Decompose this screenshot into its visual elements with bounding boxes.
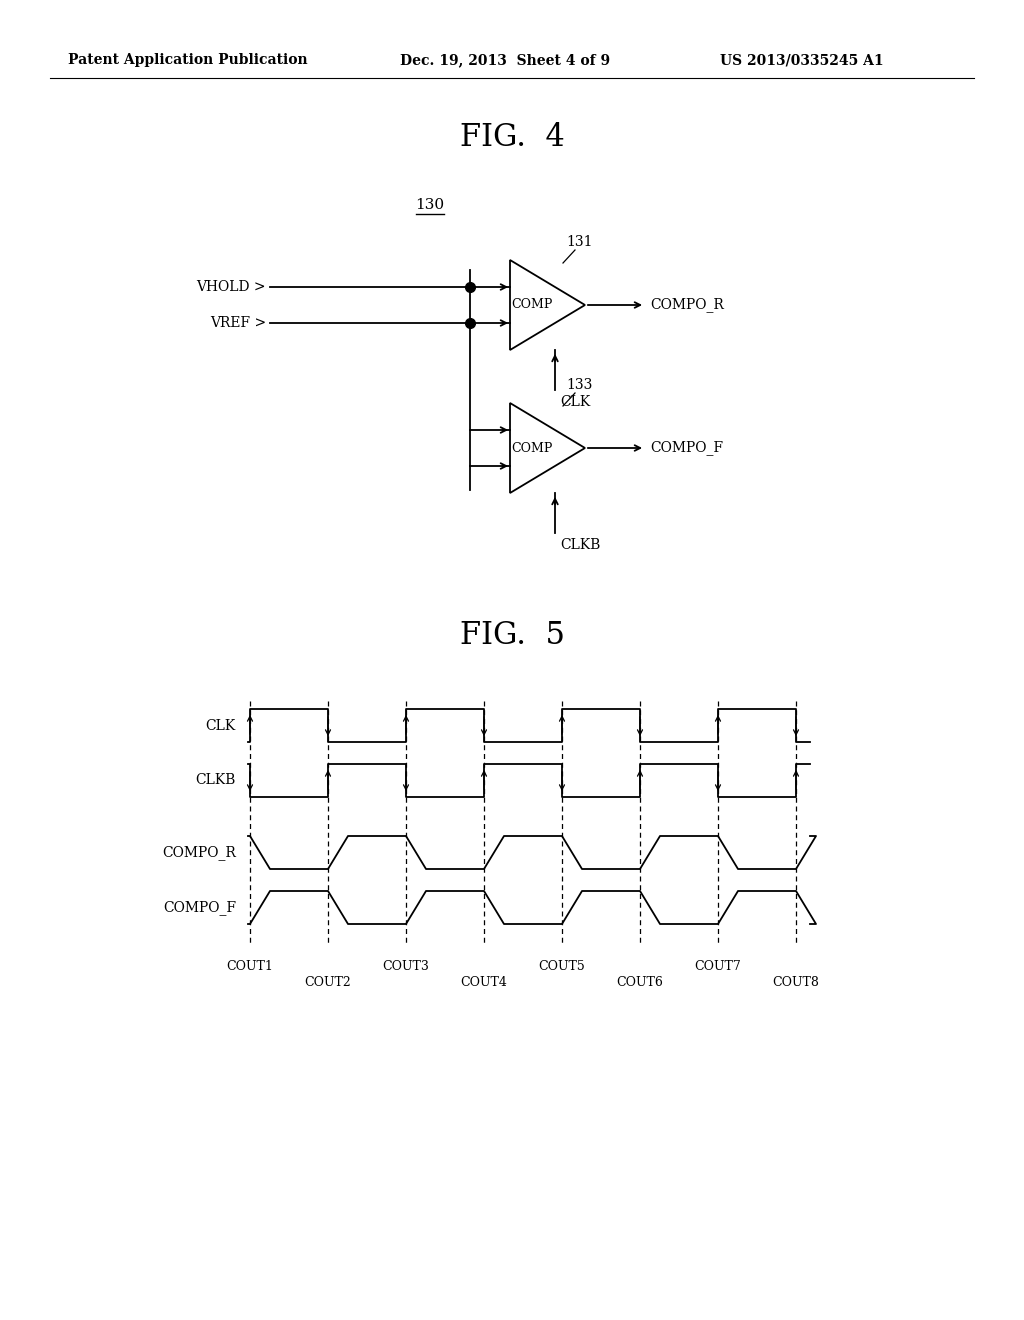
Text: COUT6: COUT6 xyxy=(616,975,664,989)
Text: 131: 131 xyxy=(566,235,593,249)
Text: 130: 130 xyxy=(416,198,444,213)
Text: COUT1: COUT1 xyxy=(226,960,273,973)
Text: COMPO_F: COMPO_F xyxy=(163,900,236,915)
Text: US 2013/0335245 A1: US 2013/0335245 A1 xyxy=(720,53,884,67)
Text: Dec. 19, 2013  Sheet 4 of 9: Dec. 19, 2013 Sheet 4 of 9 xyxy=(400,53,610,67)
Text: VHOLD >: VHOLD > xyxy=(197,280,266,294)
Text: COMP: COMP xyxy=(511,441,553,454)
Text: COUT8: COUT8 xyxy=(772,975,819,989)
Text: COMP: COMP xyxy=(511,298,553,312)
Text: COUT3: COUT3 xyxy=(383,960,429,973)
Text: 133: 133 xyxy=(567,378,593,392)
Text: COMPO_R: COMPO_R xyxy=(650,297,724,313)
Text: CLK: CLK xyxy=(560,395,590,409)
Text: VREF >: VREF > xyxy=(210,315,266,330)
Text: FIG.  5: FIG. 5 xyxy=(460,619,564,651)
Text: COUT5: COUT5 xyxy=(539,960,586,973)
Text: FIG.  4: FIG. 4 xyxy=(460,123,564,153)
Text: CLK: CLK xyxy=(206,718,236,733)
Text: COMPO_R: COMPO_R xyxy=(162,845,236,859)
Text: Patent Application Publication: Patent Application Publication xyxy=(68,53,307,67)
Text: COUT7: COUT7 xyxy=(694,960,741,973)
Text: COMPO_F: COMPO_F xyxy=(650,441,723,455)
Text: COUT2: COUT2 xyxy=(304,975,351,989)
Text: COUT4: COUT4 xyxy=(461,975,508,989)
Text: CLKB: CLKB xyxy=(196,774,236,788)
Text: CLKB: CLKB xyxy=(560,539,600,552)
